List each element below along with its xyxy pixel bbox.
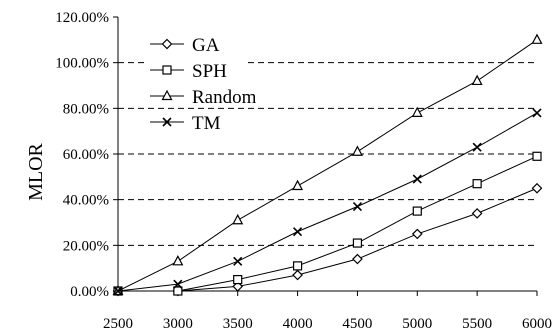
legend-label-random: Random xyxy=(192,87,257,108)
data-point-random xyxy=(411,106,423,118)
data-point-sph xyxy=(412,206,422,216)
data-point-tm xyxy=(113,286,123,296)
tick-labels: 0.00% 20.00% 40.00% 60.00% 80.00% 100.00% 120.… xyxy=(55,10,552,332)
y-tick-label: 120.00% xyxy=(55,10,109,26)
data-point-sph xyxy=(233,274,243,285)
legend-background xyxy=(148,33,248,55)
legend-marker-random xyxy=(161,89,173,101)
y-tick-label: 0.00% xyxy=(70,284,109,300)
y-tick-label: 60.00% xyxy=(63,147,109,163)
series-sph xyxy=(113,151,542,296)
x-tick-label: 5500 xyxy=(462,316,492,332)
data-point-random xyxy=(292,179,304,191)
series-ga xyxy=(112,182,543,297)
x-tick-label: 3000 xyxy=(163,316,193,332)
data-point-ga xyxy=(471,208,483,219)
axes xyxy=(113,16,538,296)
data-point-sph xyxy=(472,179,482,189)
y-tick-label: 40.00% xyxy=(63,193,109,209)
data-point-tm xyxy=(352,201,362,212)
y-tick-label: 80.00% xyxy=(63,101,109,117)
legend-entry-ga: GA xyxy=(148,33,248,56)
series-line-sph xyxy=(118,155,538,292)
series-tm xyxy=(113,108,542,296)
data-point-tm xyxy=(412,174,422,184)
data-point-ga xyxy=(531,182,543,194)
x-tick-label: 2500 xyxy=(103,316,133,332)
series-line-random xyxy=(117,39,538,292)
series-line-tm xyxy=(117,112,538,292)
legend-marker-tm xyxy=(162,117,172,127)
legend-entry-random: Random xyxy=(148,85,257,108)
data-point-random xyxy=(351,145,363,156)
legend-background xyxy=(148,59,248,81)
x-tick-label: 6000 xyxy=(522,316,552,332)
data-point-sph xyxy=(292,261,303,271)
data-point-sph xyxy=(173,286,183,296)
data-point-sph xyxy=(532,151,542,161)
legend-entry-tm: TM xyxy=(148,111,248,134)
series-lines xyxy=(112,33,543,297)
x-tick-label: 4000 xyxy=(283,316,313,332)
data-point-tm xyxy=(173,279,183,289)
x-tick-label: 3500 xyxy=(223,316,253,332)
legend-entry-sph: SPH xyxy=(148,59,248,82)
data-point-sph xyxy=(352,238,363,248)
data-point-random xyxy=(172,255,184,266)
data-point-tm xyxy=(532,108,542,118)
data-point-random xyxy=(531,33,543,44)
legend-label-tm: TM xyxy=(192,113,221,134)
legend-marker-ga xyxy=(161,38,173,50)
series-line-ga xyxy=(118,187,538,292)
y-tick-label: 100.00% xyxy=(55,56,109,72)
data-point-ga xyxy=(352,253,363,265)
series-random xyxy=(112,33,543,296)
data-point-tm xyxy=(293,227,303,237)
legend: GA SPH Random TM xyxy=(148,33,257,134)
legend-label-sph: SPH xyxy=(192,61,227,82)
data-point-tm xyxy=(233,256,243,266)
x-tick-label: 5000 xyxy=(402,316,432,332)
data-point-random xyxy=(232,213,244,225)
y-axis-label: MLOR xyxy=(25,142,47,200)
y-tick-label: 20.00% xyxy=(63,238,109,254)
data-point-tm xyxy=(472,142,482,152)
data-point-ga xyxy=(292,269,303,281)
legend-label-ga: GA xyxy=(192,35,220,56)
data-point-ga xyxy=(411,228,423,240)
legend-background xyxy=(148,111,248,133)
x-tick-label: 4500 xyxy=(342,316,372,332)
legend-marker-sph xyxy=(162,65,172,75)
data-point-random xyxy=(471,74,483,86)
legend-background xyxy=(148,85,248,107)
